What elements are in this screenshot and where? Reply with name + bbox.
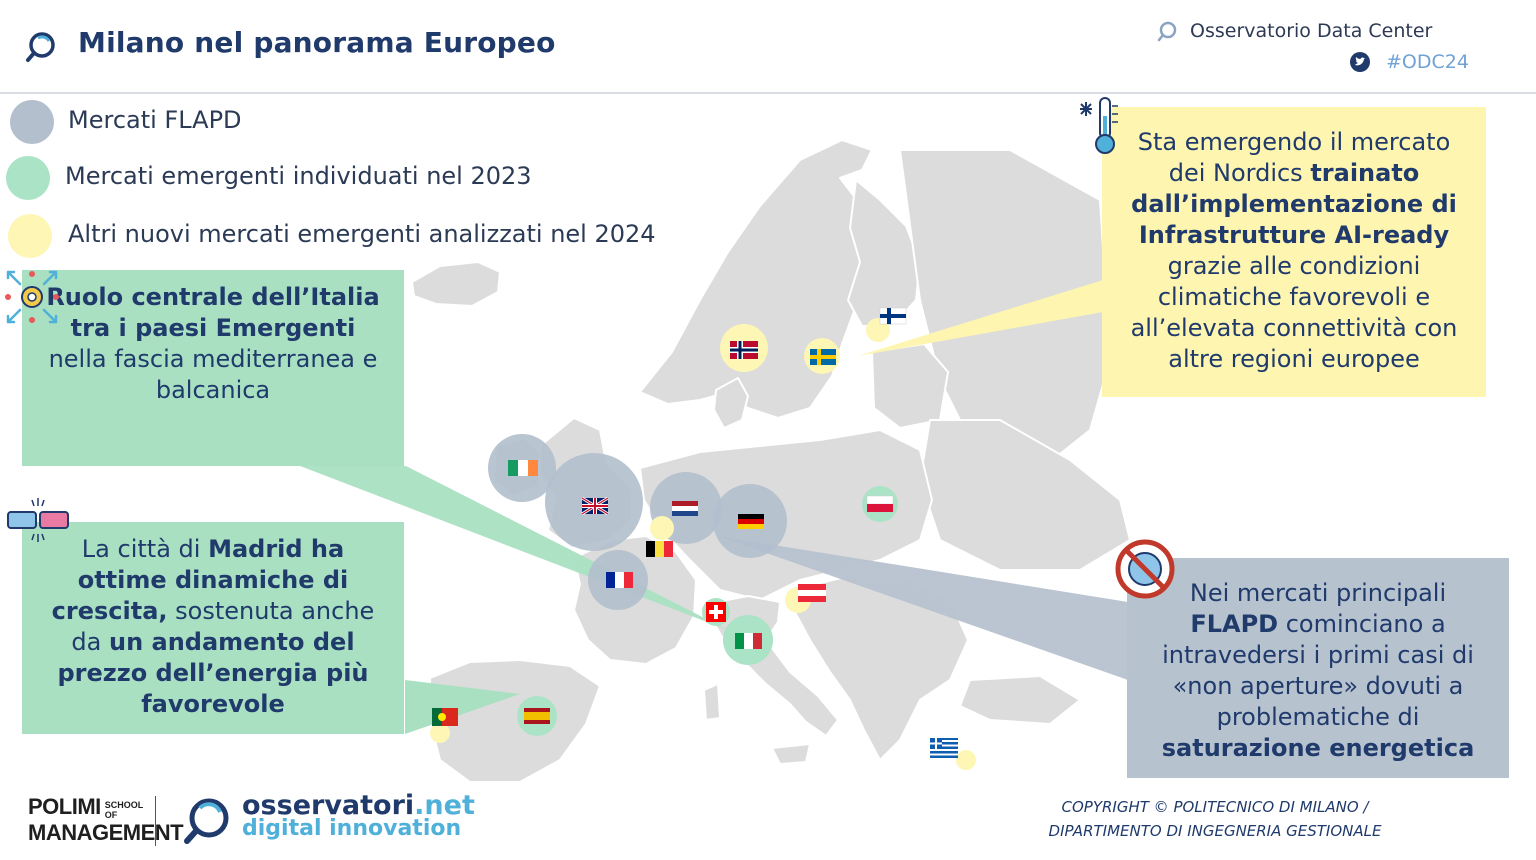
flag-italy <box>735 633 762 649</box>
callout-nordics-t0: Sta emergendo il mercato dei Nordics <box>1137 128 1451 187</box>
polimi-logo-line2: MANAGEMENT <box>28 820 184 845</box>
flag-sweden <box>810 349 836 365</box>
flag-portugal <box>432 708 458 726</box>
callout-flapd-t1: FLAPD <box>1190 610 1279 638</box>
callout-madrid-t0: La città di <box>81 535 209 563</box>
copyright: COPYRIGHT © POLITECNICO DI MILANO / DIPA… <box>1030 795 1400 843</box>
osservatori-logo-name-main: osservatori <box>242 790 415 821</box>
callout-madrid-t1: Madrid ha ottime dinamiche di crescita, <box>51 535 349 625</box>
copyright-line-2: DIPARTIMENTO DI INGEGNERIA GESTIONALE <box>1048 822 1382 840</box>
magnifier-logo-icon <box>26 32 55 62</box>
polimi-logo-line1: POLIMI <box>28 794 101 819</box>
no-energy-icon <box>1115 539 1175 599</box>
flag-belgium <box>646 541 673 557</box>
callout-flapd-t0: Nei mercati principali <box>1189 579 1447 607</box>
osservatori-logo-name: osservatori.net <box>242 790 475 821</box>
network-gear-icon <box>5 270 59 324</box>
header-divider <box>0 92 1536 94</box>
callout-nordics-t2: grazie alle condizioni climatiche favore… <box>1130 252 1458 373</box>
flag-finland <box>879 307 907 325</box>
osservatori-logo-tagline: digital innovation <box>242 816 462 841</box>
flag-switzerland <box>706 602 726 622</box>
thermometer-snow-icon <box>1080 97 1118 154</box>
polimi-logo-school: SCHOOL <box>104 799 144 810</box>
callout-madrid-t2: sostenuta anche da <box>71 597 375 656</box>
flag-greece <box>930 738 958 758</box>
flag-austria <box>798 584 826 602</box>
callout-nordics: Sta emergendo il mercato dei Nordics tra… <box>1102 107 1486 397</box>
polimi-logo: POLIMI SCHOOL OF MANAGEMENT <box>28 794 184 846</box>
osservatori-logo-icon <box>184 798 229 844</box>
fist-bump-icon <box>7 498 69 542</box>
callout-nordics-t1: trainato dall’implementazione di Infrast… <box>1131 159 1457 249</box>
europe-map <box>300 139 1131 783</box>
flag-poland <box>866 495 894 512</box>
legend-label-flapd: Mercati FLAPD <box>68 106 242 134</box>
callout-madrid-t3: un andamento del prezzo dell’energia più… <box>57 628 369 718</box>
callout-flapd-t2: cominciano a intravedersi i primi casi d… <box>1162 610 1474 731</box>
callout-italy-bold: Ruolo centrale dell’Italia tra i paesi E… <box>46 283 380 342</box>
footer-divider <box>155 796 156 846</box>
callout-flapd-t3: saturazione energetica <box>1161 734 1475 762</box>
hashtag[interactable]: #ODC24 <box>1386 51 1469 73</box>
callout-flapd: Nei mercati principali FLAPD cominciano … <box>1127 558 1509 778</box>
callout-italy-text: nella fascia mediterranea e balcanica <box>48 345 378 404</box>
legend-label-2023: Mercati emergenti individuati nel 2023 <box>65 162 532 190</box>
legend-label-2024: Altri nuovi mercati emergenti analizzati… <box>68 220 656 248</box>
legend-dot-2024 <box>8 214 52 258</box>
flag-uk <box>581 496 609 516</box>
twitter-icon[interactable] <box>1350 52 1370 72</box>
flag-spain <box>524 708 550 724</box>
callout-madrid: La città di Madrid ha ottime dinamiche d… <box>22 522 404 734</box>
polimi-logo-of: OF <box>104 809 118 820</box>
legend-dot-2023 <box>6 156 50 200</box>
osservatori-logo-tld: .net <box>414 790 475 821</box>
page-title: Milano nel panorama Europeo <box>78 26 556 59</box>
brand-name: Osservatorio Data Center <box>1190 20 1433 42</box>
legend-dot-flapd <box>10 100 54 144</box>
copyright-line-1: COPYRIGHT © POLITECNICO DI MILANO / <box>1061 798 1369 816</box>
observatory-logo-icon <box>1157 21 1177 42</box>
flag-netherlands <box>672 501 698 516</box>
flag-norway <box>730 341 758 359</box>
callout-italy: Ruolo centrale dell’Italia tra i paesi E… <box>22 270 404 466</box>
flag-germany <box>738 514 764 529</box>
flag-france <box>606 572 633 588</box>
flag-ireland <box>508 460 538 476</box>
